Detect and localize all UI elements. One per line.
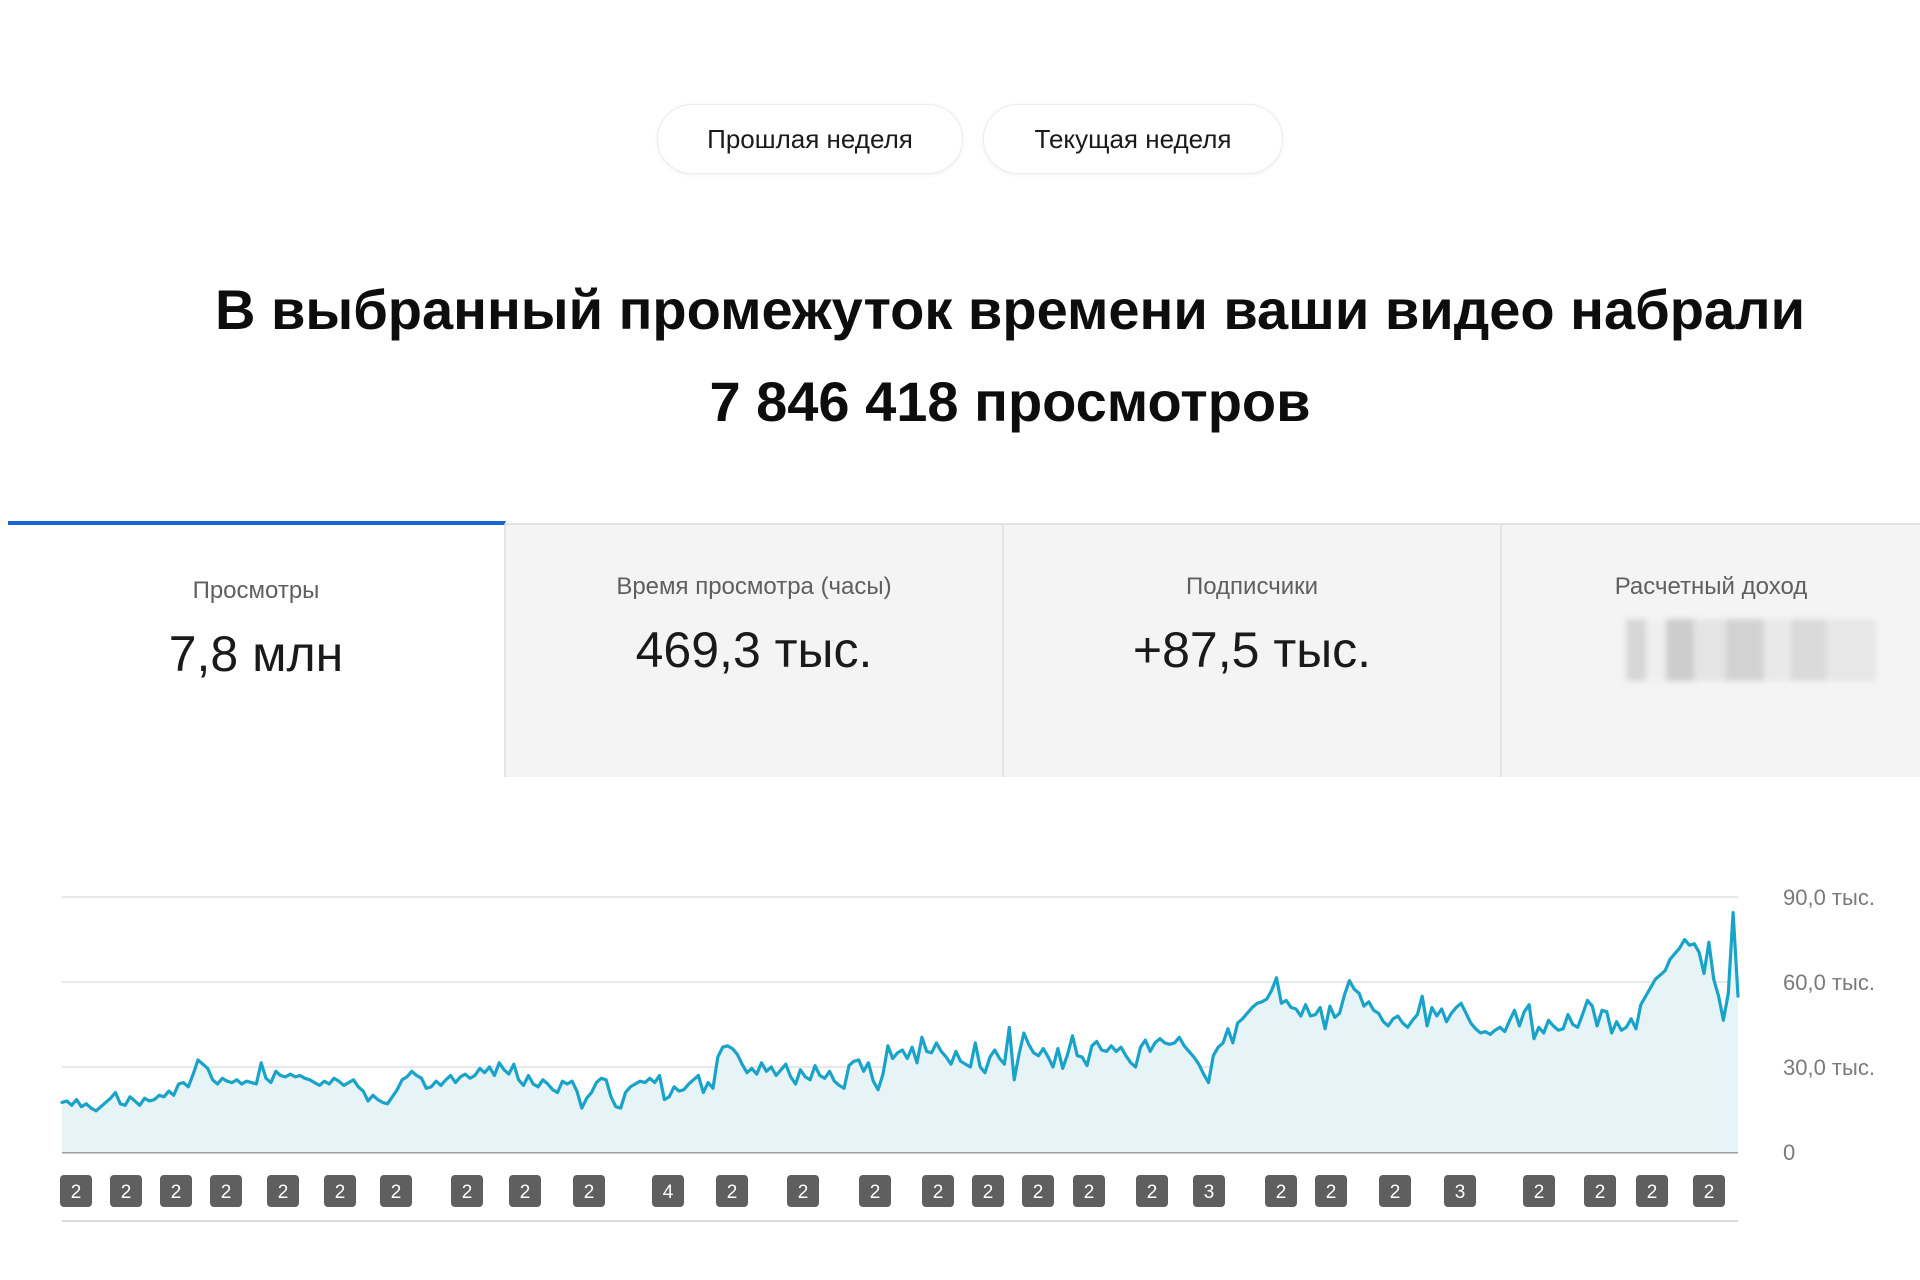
views-chart: 0 30,0 тыс. 60,0 тыс. 90,0 тыс. 2 2 2 2 2 2 2 2 2 2 4 2…	[0, 860, 1920, 1280]
annotation-marker-label: 2	[520, 1182, 531, 1203]
annotation-marker	[922, 1175, 954, 1207]
annotation-marker-label: 2	[1084, 1182, 1095, 1203]
annotation-marker	[267, 1175, 299, 1207]
current-week-button[interactable]: Текущая неделя	[983, 104, 1283, 174]
annotation-marker-label: 2	[1704, 1182, 1715, 1203]
metric-label: Подписчики	[1185, 573, 1319, 600]
annotation-marker	[1136, 1175, 1168, 1207]
annotation-marker-label: 2	[335, 1182, 346, 1203]
annotation-marker-label: 2	[1534, 1182, 1545, 1203]
annotation-marker	[1315, 1175, 1347, 1207]
y-tick-label: 90,0 тыс.	[1783, 885, 1875, 910]
annotation-marker	[160, 1175, 192, 1207]
annotation-marker-label: 2	[1647, 1182, 1658, 1203]
annotation-marker	[1693, 1175, 1725, 1207]
metric-value: 7,8 млн	[168, 626, 344, 682]
annotation-marker	[60, 1175, 92, 1207]
metric-label: Время просмотра (часы)	[616, 573, 892, 600]
annotation-marker-label: 2	[1033, 1182, 1044, 1203]
annotation-marker	[110, 1175, 142, 1207]
metric-value: 469,3 тыс.	[635, 622, 873, 678]
metric-tabs: Просмотры 7,8 млн Время просмотра (часы)…	[8, 521, 1920, 777]
series-area-fill	[62, 912, 1738, 1152]
annotation-marker	[1444, 1175, 1476, 1207]
annotation-marker	[1379, 1175, 1411, 1207]
annotation-marker-label: 2	[584, 1182, 595, 1203]
headline-line-2: 7 846 418 просмотров	[709, 370, 1311, 433]
annotation-marker-label: 2	[221, 1182, 232, 1203]
annotation-marker	[1022, 1175, 1054, 1207]
annotation-marker	[451, 1175, 483, 1207]
period-toggle: Прошлая неделя Текущая неделя	[0, 104, 1920, 174]
annotation-marker-label: 2	[171, 1182, 182, 1203]
annotation-marker	[1636, 1175, 1668, 1207]
annotation-marker-label: 2	[1147, 1182, 1158, 1203]
metric-tab-views[interactable]: Просмотры 7,8 млн	[8, 521, 506, 777]
annotation-marker	[1523, 1175, 1555, 1207]
annotation-marker	[652, 1175, 684, 1207]
annotation-marker-label: 3	[1455, 1182, 1466, 1203]
annotation-marker	[210, 1175, 242, 1207]
annotation-marker-label: 2	[870, 1182, 881, 1203]
annotation-marker	[716, 1175, 748, 1207]
annotation-marker-label: 2	[462, 1182, 473, 1203]
annotation-marker	[859, 1175, 891, 1207]
annotation-marker	[1265, 1175, 1297, 1207]
views-chart-svg: 0 30,0 тыс. 60,0 тыс. 90,0 тыс. 2 2 2 2 2 2 2 2 2 2 4 2…	[60, 885, 1875, 1222]
y-tick-label: 30,0 тыс.	[1783, 1055, 1875, 1080]
annotation-marker-label: 2	[1276, 1182, 1287, 1203]
metric-tab-watch-time[interactable]: Время просмотра (часы) 469,3 тыс.	[506, 525, 1004, 777]
annotation-marker	[509, 1175, 541, 1207]
annotation-marker	[1584, 1175, 1616, 1207]
annotation-marker-label: 2	[391, 1182, 402, 1203]
annotation-marker-label: 2	[71, 1182, 82, 1203]
annotation-marker-label: 2	[1595, 1182, 1606, 1203]
annotation-marker-label: 2	[278, 1182, 289, 1203]
annotation-marker	[380, 1175, 412, 1207]
metric-tab-subscribers[interactable]: Подписчики +87,5 тыс.	[1004, 525, 1502, 777]
annotation-marker-label: 2	[727, 1182, 738, 1203]
views-summary-headline: В выбранный промежуток времени ваши виде…	[100, 264, 1920, 448]
blurred-revenue-value	[1626, 619, 1876, 681]
metric-label: Просмотры	[192, 577, 320, 604]
previous-week-button[interactable]: Прошлая неделя	[657, 104, 963, 174]
metric-value: +87,5 тыс.	[1132, 622, 1372, 678]
metric-tab-revenue[interactable]: Расчетный доход	[1502, 525, 1920, 777]
annotation-marker-label: 2	[1326, 1182, 1337, 1203]
annotation-marker	[972, 1175, 1004, 1207]
headline-line-1: В выбранный промежуток времени ваши виде…	[214, 278, 1806, 341]
annotation-marker-label: 4	[663, 1182, 674, 1203]
annotation-marker	[787, 1175, 819, 1207]
annotation-marker	[324, 1175, 356, 1207]
annotation-marker-label: 2	[933, 1182, 944, 1203]
y-tick-label: 0	[1783, 1140, 1795, 1165]
annotation-marker	[1073, 1175, 1105, 1207]
annotation-marker-label: 2	[121, 1182, 132, 1203]
annotation-marker-label: 2	[1390, 1182, 1401, 1203]
metric-label: Расчетный доход	[1614, 573, 1808, 600]
annotation-marker-label: 2	[798, 1182, 809, 1203]
annotation-marker-label: 2	[983, 1182, 994, 1203]
annotation-marker-label: 3	[1204, 1182, 1215, 1203]
annotation-marker	[573, 1175, 605, 1207]
series-line	[60, 911, 1740, 1113]
y-tick-label: 60,0 тыс.	[1783, 970, 1875, 995]
annotation-marker	[1193, 1175, 1225, 1207]
